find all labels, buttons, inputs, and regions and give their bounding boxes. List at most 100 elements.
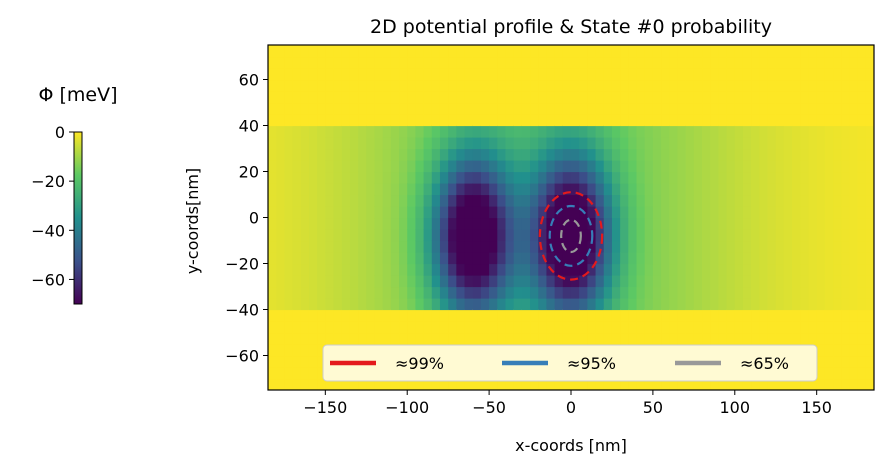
heatmap-cell <box>317 217 326 230</box>
heatmap-cell <box>439 378 449 390</box>
heatmap-cell <box>767 240 777 253</box>
heatmap-cell <box>620 171 629 184</box>
heatmap-cell <box>538 229 548 242</box>
heatmap-cell <box>308 125 318 138</box>
heatmap-cell <box>284 79 294 92</box>
heatmap-cell <box>325 229 335 242</box>
heatmap-cell <box>685 183 695 196</box>
heatmap-cell <box>849 56 859 69</box>
heatmap-cell <box>792 125 801 138</box>
heatmap-cell <box>824 309 834 322</box>
heatmap-cell <box>513 263 523 276</box>
heatmap-cell <box>644 206 654 219</box>
heatmap-cell <box>636 240 646 253</box>
heatmap-cell <box>628 206 638 219</box>
heatmap-cell <box>521 102 531 115</box>
heatmap-cell <box>562 194 572 207</box>
heatmap-cell <box>390 321 400 334</box>
contour-line <box>560 218 582 254</box>
heatmap-cell <box>341 194 351 207</box>
heatmap-cell <box>562 79 572 92</box>
heatmap-cell <box>431 229 441 242</box>
heatmap-cell <box>292 91 302 104</box>
heatmap-cell <box>276 137 285 150</box>
heatmap-cell <box>407 332 417 345</box>
heatmap-cell <box>693 332 703 345</box>
heatmap-cell <box>603 229 613 242</box>
heatmap-cell <box>849 275 859 288</box>
heatmap-cell <box>333 45 343 58</box>
heatmap-cell <box>816 114 826 127</box>
heatmap-cell <box>693 194 703 207</box>
heatmap-cell <box>734 183 744 196</box>
heatmap-cell <box>325 378 335 390</box>
heatmap-cell <box>693 79 703 92</box>
heatmap-cell <box>349 194 359 207</box>
heatmap-cell <box>833 321 842 334</box>
heatmap-cell <box>710 137 720 150</box>
heatmap-cell <box>603 275 613 288</box>
heatmap-cell <box>431 56 441 69</box>
heatmap-cell <box>530 298 539 311</box>
heatmap-cell <box>448 102 457 115</box>
heatmap-cell <box>374 194 384 207</box>
heatmap-cell <box>685 240 695 253</box>
heatmap-cell <box>734 79 744 92</box>
heatmap-cell <box>472 171 482 184</box>
heatmap-cell <box>603 309 613 322</box>
heatmap-cell <box>308 56 318 69</box>
heatmap-cell <box>284 275 294 288</box>
heatmap-cell <box>341 252 351 265</box>
heatmap-cell <box>857 321 867 334</box>
heatmap-cell <box>808 252 818 265</box>
heatmap-cell <box>636 217 646 230</box>
heatmap-cell <box>497 194 507 207</box>
heatmap-cell <box>505 378 515 390</box>
heatmap-cell <box>513 114 523 127</box>
heatmap-cell <box>726 171 736 184</box>
heatmap-cell <box>284 194 294 207</box>
heatmap-cell <box>775 240 785 253</box>
heatmap-cell <box>595 56 605 69</box>
heatmap-cell <box>677 91 687 104</box>
heatmap-cell <box>824 102 834 115</box>
heatmap-cell <box>571 137 580 150</box>
heatmap-cell <box>538 194 548 207</box>
heatmap-cell <box>808 137 818 150</box>
heatmap-cell <box>620 298 629 311</box>
heatmap-cell <box>824 79 834 92</box>
heatmap-cell <box>824 137 834 150</box>
heatmap-cell <box>824 263 834 276</box>
heatmap-cell <box>374 286 384 299</box>
heatmap-cell <box>620 183 629 196</box>
heatmap-cell <box>833 217 842 230</box>
heatmap-cell <box>308 148 318 161</box>
heatmap-cell <box>628 102 638 115</box>
heatmap-cell <box>439 217 449 230</box>
heatmap-cell <box>497 102 507 115</box>
heatmap-cell <box>374 183 384 196</box>
heatmap-cell <box>292 102 302 115</box>
legend: ≈99% ≈95% ≈65% <box>322 344 818 382</box>
heatmap-cell <box>538 102 548 115</box>
heatmap-cell <box>292 321 302 334</box>
heatmap-cell <box>284 56 294 69</box>
heatmap-cell <box>644 332 654 345</box>
heatmap-cell <box>292 56 302 69</box>
heatmap-cell <box>603 194 613 207</box>
heatmap-cell <box>587 286 597 299</box>
heatmap-cell <box>546 332 556 345</box>
heatmap-cell <box>849 68 859 81</box>
heatmap-cell <box>816 45 826 58</box>
heatmap-cell <box>284 229 294 242</box>
heatmap-cell <box>759 298 769 311</box>
heatmap-cell <box>530 125 539 138</box>
heatmap-cell <box>390 206 400 219</box>
heatmap-cell <box>448 91 457 104</box>
heatmap-cell <box>358 91 367 104</box>
heatmap-cell <box>439 298 449 311</box>
heatmap-cell <box>521 194 531 207</box>
heatmap-cell <box>333 171 343 184</box>
heatmap-cell <box>808 229 818 242</box>
heatmap-cell <box>726 286 736 299</box>
